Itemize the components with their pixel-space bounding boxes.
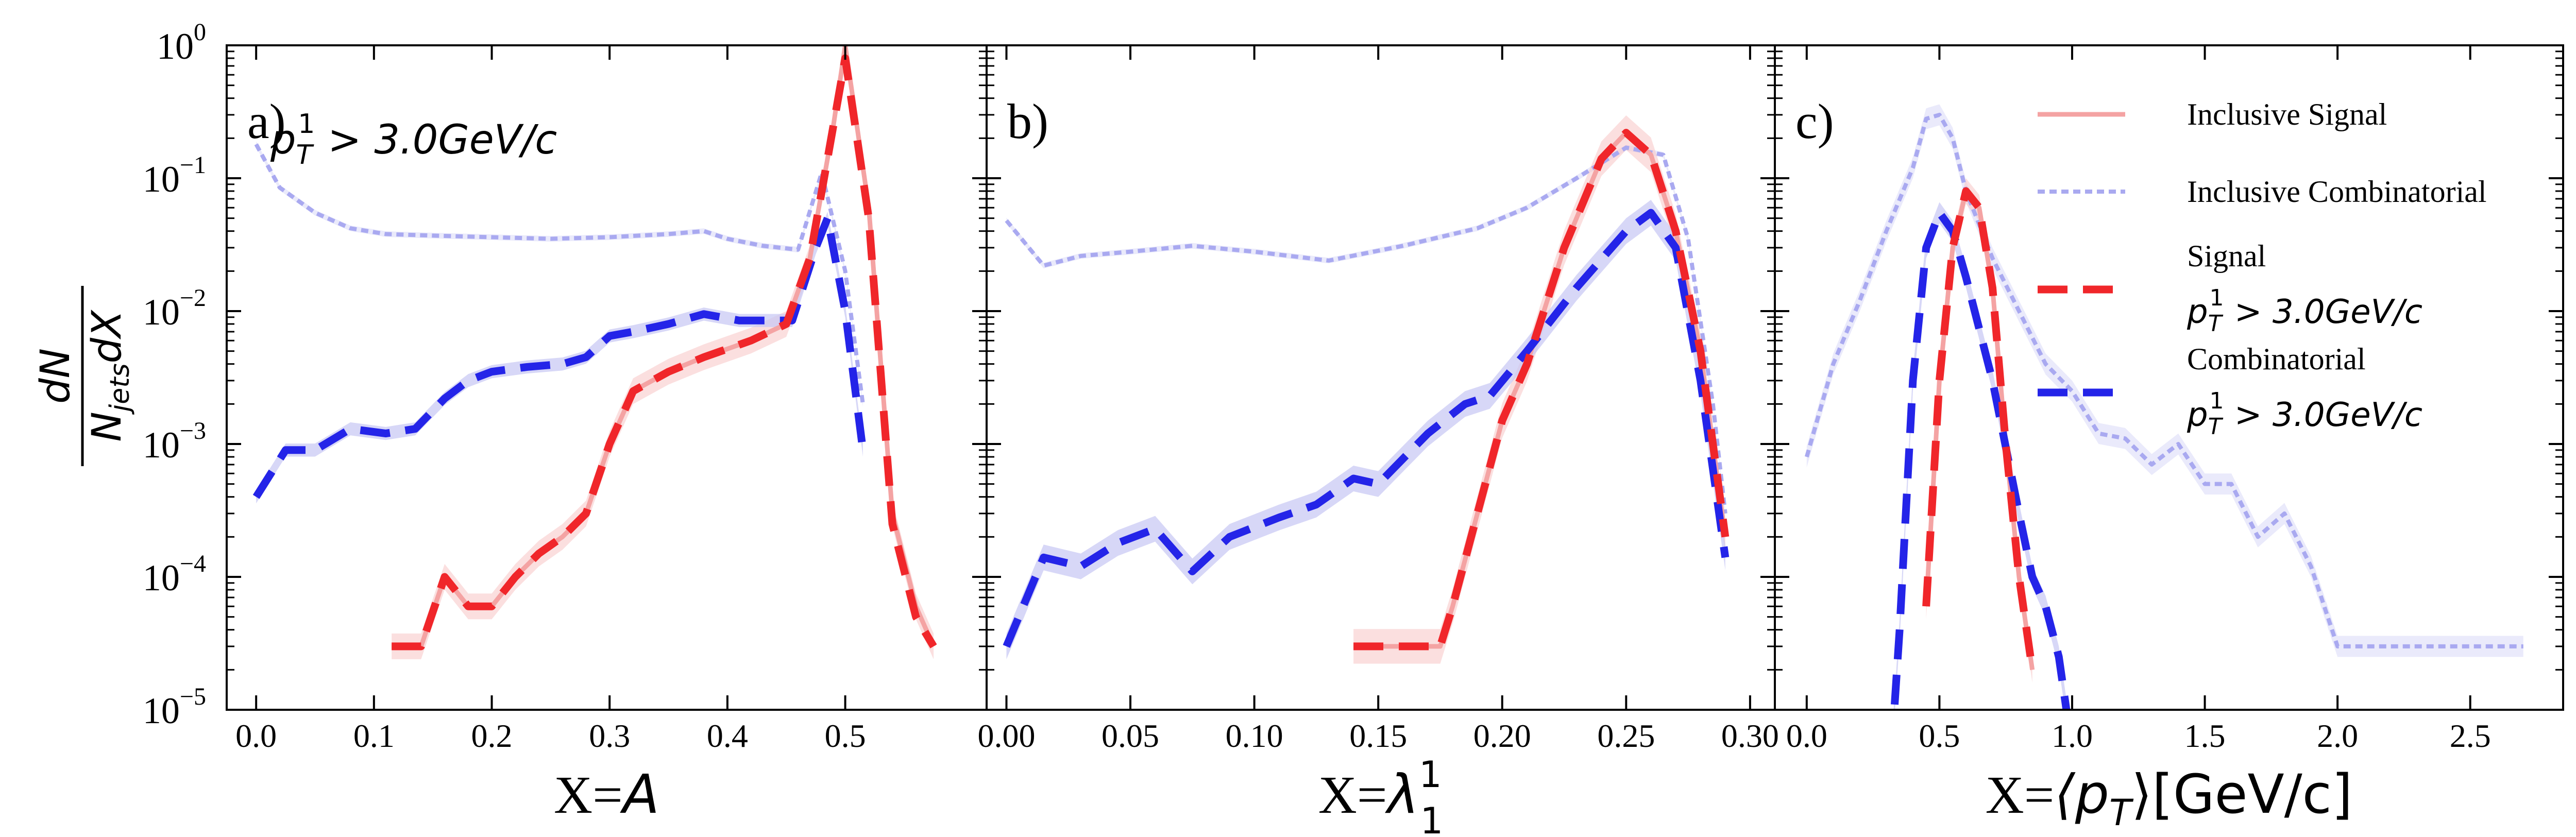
band-combinatorial [256, 211, 863, 504]
series-inclusive_combinatorial [1804, 112, 2523, 648]
panel-1: 0.0 0.1 0.2 0.3 0.4 0.5 a)pT1 > 3.0GeV/c X=A [226, 44, 988, 826]
series-signal [392, 54, 937, 651]
series-combinatorial [1003, 209, 1730, 648]
x-tick-label: 0.0 [235, 718, 277, 754]
x-tick-label: 2.5 [2450, 718, 2491, 754]
panel-label: a) [247, 94, 286, 149]
x-tick-label: 1.0 [2052, 718, 2093, 754]
band-inclusive_combinatorial [1006, 145, 1725, 517]
x-tick-label: 0.15 [1349, 718, 1407, 754]
x-tick-label: 1.5 [2184, 718, 2226, 754]
x-tick-label: 0.25 [1597, 718, 1655, 754]
plot-area-1 [252, 45, 937, 659]
y-tick-label: 10−1 [143, 151, 206, 200]
y-tick-label: 10−4 [143, 550, 206, 599]
x-tick-label: 0.05 [1101, 718, 1159, 754]
series-inclusive_combinatorial [1005, 145, 1727, 514]
x-axis-label: X=⟨pT⟩[GeV/c] [1986, 763, 2353, 834]
legend-label-combinatorial: Combinatorial [2187, 342, 2366, 376]
series-inclusive_combinatorial [254, 143, 865, 404]
panel-label: b) [1007, 94, 1048, 149]
panel-2: 0.00 0.05 0.10 0.15 0.20 0.25 0.30 b) X=λ1 1 [977, 44, 1779, 837]
series-signal [1353, 129, 1730, 651]
series-signal [1922, 187, 2037, 671]
panel-label: c) [1795, 94, 1834, 149]
y-label-numerator: dN [32, 348, 79, 404]
y-tick-label: 10−3 [143, 417, 206, 466]
x-tick-label: 0.5 [825, 718, 866, 754]
cut-annotation: pT1 > 3.0GeV/c [270, 109, 557, 170]
series-combinatorial [252, 214, 867, 499]
x-tick-label: 0.1 [353, 718, 395, 754]
y-tick-label: 10−5 [143, 683, 206, 731]
panel-frame [986, 44, 1776, 711]
x-tick-label: 0.5 [1919, 718, 1960, 754]
x-tick-label: 0.4 [707, 718, 748, 754]
legend-label-inclusive_combinatorial: Inclusive Combinatorial [2187, 175, 2487, 209]
y-tick-label: 10−2 [143, 284, 206, 333]
panel-3: 0.0 0.5 1.0 1.5 2.0 2.5 c) X=⟨pT⟩[GeV/c] [1774, 44, 2564, 834]
legend-cut-signal: pT1 > 3.0GeV/c [2187, 285, 2422, 337]
legend-label-inclusive_signal: Inclusive Signal [2187, 97, 2387, 131]
band-inclusive_signal [1926, 178, 2032, 683]
panel-frame [1774, 44, 2564, 711]
legend-cut-combinatorial: pT1 > 3.0GeV/c [2187, 388, 2422, 440]
legend-label-signal: Signal [2187, 239, 2266, 273]
x-tick-label: 0.20 [1473, 718, 1531, 754]
x-tick-label: 0.30 [1721, 718, 1779, 754]
x-tick-label: 0.0 [1786, 718, 1827, 754]
x-tick-label: 0.2 [471, 718, 513, 754]
x-tick-label: 0.00 [977, 718, 1035, 754]
x-axis-label: X=A [554, 763, 659, 826]
series-combinatorial [1890, 209, 2071, 710]
plot-area-3 [1804, 104, 2523, 710]
band-combinatorial [1006, 199, 1725, 659]
x-axis-label: X=λ1 1 [1318, 754, 1443, 837]
x-tick-label: 0.3 [589, 718, 630, 754]
series-inclusive_signal [1924, 189, 2035, 670]
y-tick-label: 100 [157, 19, 206, 67]
legend: Inclusive Signal Inclusive Combinatorial S… [2038, 97, 2487, 440]
plot-area-2 [1003, 115, 1730, 664]
x-tick-label: 2.0 [2317, 718, 2358, 754]
y-label-denominator: NjetsdX [84, 310, 135, 442]
x-tick-label: 0.10 [1226, 718, 1283, 754]
